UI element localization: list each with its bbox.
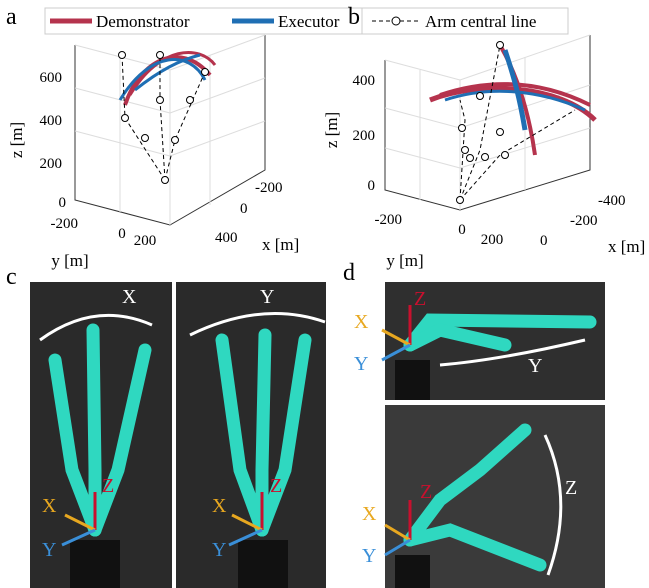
panel-label: b <box>348 4 360 30</box>
x-axis-label: x [m] <box>262 235 299 254</box>
legend-marker <box>392 17 400 25</box>
axis-x-label: X <box>42 495 57 517</box>
axis-z-label: Z <box>414 288 426 310</box>
axis-x-label: X <box>362 503 377 525</box>
motion-label: Y <box>528 355 542 377</box>
panel-label: d <box>343 260 355 286</box>
x-tick-label: -200 <box>570 213 598 229</box>
plot-a-curves <box>119 52 216 184</box>
motion-label: Z <box>565 477 577 499</box>
axis-x-label: X <box>212 495 227 517</box>
figure: Demonstrator Executor Arm central line a… <box>0 0 649 588</box>
y-tick-label: -200 <box>375 212 403 228</box>
z-axis-label: z [m] <box>322 112 341 148</box>
panel-label: c <box>6 264 17 290</box>
axis-y-label: Y <box>42 539 56 561</box>
plot-b-curves <box>430 42 595 204</box>
x-tick-label: 400 <box>215 230 238 246</box>
axis-y-label: Y <box>362 545 376 567</box>
y-tick-label: 200 <box>481 232 504 248</box>
y-axis-label: y [m] <box>51 251 88 270</box>
x-tick-label: -400 <box>598 193 626 209</box>
z-tick-label: 200 <box>353 128 376 144</box>
z-tick-label: 600 <box>40 70 63 86</box>
z-tick-label: 0 <box>59 195 67 211</box>
x-tick-label: -200 <box>255 180 283 196</box>
legend-label: Arm central line <box>425 12 536 31</box>
legend-label: Demonstrator <box>96 12 190 31</box>
y-tick-label: 200 <box>134 233 157 249</box>
y-tick-label: 0 <box>458 222 466 238</box>
motion-label: X <box>122 286 137 308</box>
axis-z-label: Z <box>420 481 432 503</box>
axis-y-label: Y <box>212 539 226 561</box>
axis-z-label: Z <box>270 475 282 497</box>
plot-b-grid <box>385 35 590 210</box>
z-tick-label: 200 <box>40 156 63 172</box>
motion-label: Y <box>260 286 274 308</box>
x-axis-label: x [m] <box>608 237 645 256</box>
z-tick-label: 400 <box>40 113 63 129</box>
x-tick-label: 0 <box>540 233 548 249</box>
y-axis-label: y [m] <box>386 251 423 270</box>
x-tick-label: 0 <box>240 201 248 217</box>
legend-label: Executor <box>278 12 340 31</box>
z-tick-label: 400 <box>353 73 376 89</box>
z-tick-label: 0 <box>368 178 376 194</box>
axis-z-label: Z <box>102 475 114 497</box>
panel-label: a <box>6 4 17 30</box>
z-axis-label: z [m] <box>7 122 26 158</box>
axis-x-label: X <box>354 311 369 333</box>
y-tick-label: -200 <box>51 216 79 232</box>
axis-y-label: Y <box>354 353 368 375</box>
y-tick-label: 0 <box>118 226 126 242</box>
plot-a-grid <box>75 35 265 225</box>
